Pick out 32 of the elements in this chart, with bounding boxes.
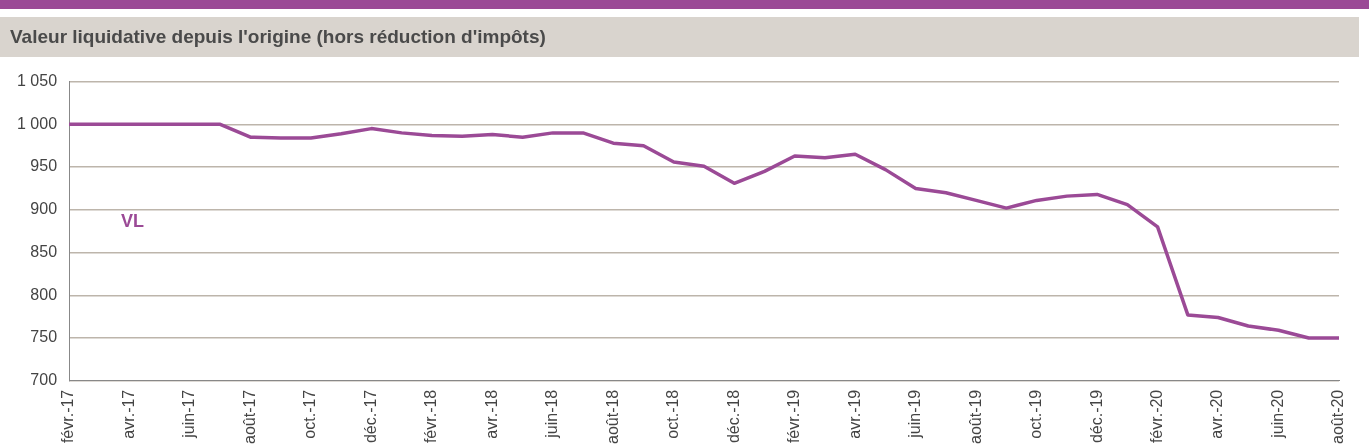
y-tick-label: 700 bbox=[30, 371, 58, 389]
x-tick-label: juin-20 bbox=[1268, 389, 1286, 439]
text: VL bbox=[121, 211, 145, 232]
x-tick-label: oct.-19 bbox=[1027, 389, 1045, 439]
x-tick-label: févr.-18 bbox=[422, 389, 440, 444]
y-tick-label: 900 bbox=[30, 200, 58, 218]
y-tick-label: 750 bbox=[30, 328, 58, 346]
x-tick-label: juin-17 bbox=[180, 389, 198, 439]
x-tick-label: avr.-17 bbox=[119, 389, 137, 439]
x-tick-label: août-17 bbox=[240, 389, 258, 444]
x-tick-label: déc.-19 bbox=[1087, 389, 1105, 444]
y-tick-label: 850 bbox=[30, 242, 58, 260]
y-tick-label: 1 000 bbox=[16, 114, 58, 132]
chart-title: Valeur liquidative depuis l'origine (hors réduction d'impôts) bbox=[0, 17, 1359, 57]
x-tick-label: déc.-18 bbox=[724, 389, 742, 444]
x-tick-label: oct.-17 bbox=[301, 389, 319, 439]
x-tick-label: juin-19 bbox=[906, 389, 924, 439]
y-tick-label: 950 bbox=[30, 157, 58, 175]
x-tick-label: févr.-19 bbox=[785, 389, 803, 444]
y-tick-label: 800 bbox=[30, 285, 58, 303]
x-tick-label: févr.-17 bbox=[59, 389, 77, 444]
x-tick-label: déc.-17 bbox=[361, 389, 379, 444]
x-tick-label: août-19 bbox=[966, 389, 984, 444]
y-tick-label: 1 050 bbox=[16, 72, 58, 90]
x-tick-label: oct.-18 bbox=[664, 389, 682, 439]
x-tick-label: avr.-18 bbox=[482, 389, 500, 439]
x-tick-label: août-20 bbox=[1329, 389, 1347, 444]
x-tick-label: août-18 bbox=[603, 389, 621, 444]
x-tick-label: févr.-20 bbox=[1147, 389, 1165, 444]
x-tick-label: avr.-20 bbox=[1208, 389, 1226, 439]
x-tick-label: avr.-19 bbox=[845, 389, 863, 439]
x-tick-label: juin-18 bbox=[543, 389, 561, 439]
